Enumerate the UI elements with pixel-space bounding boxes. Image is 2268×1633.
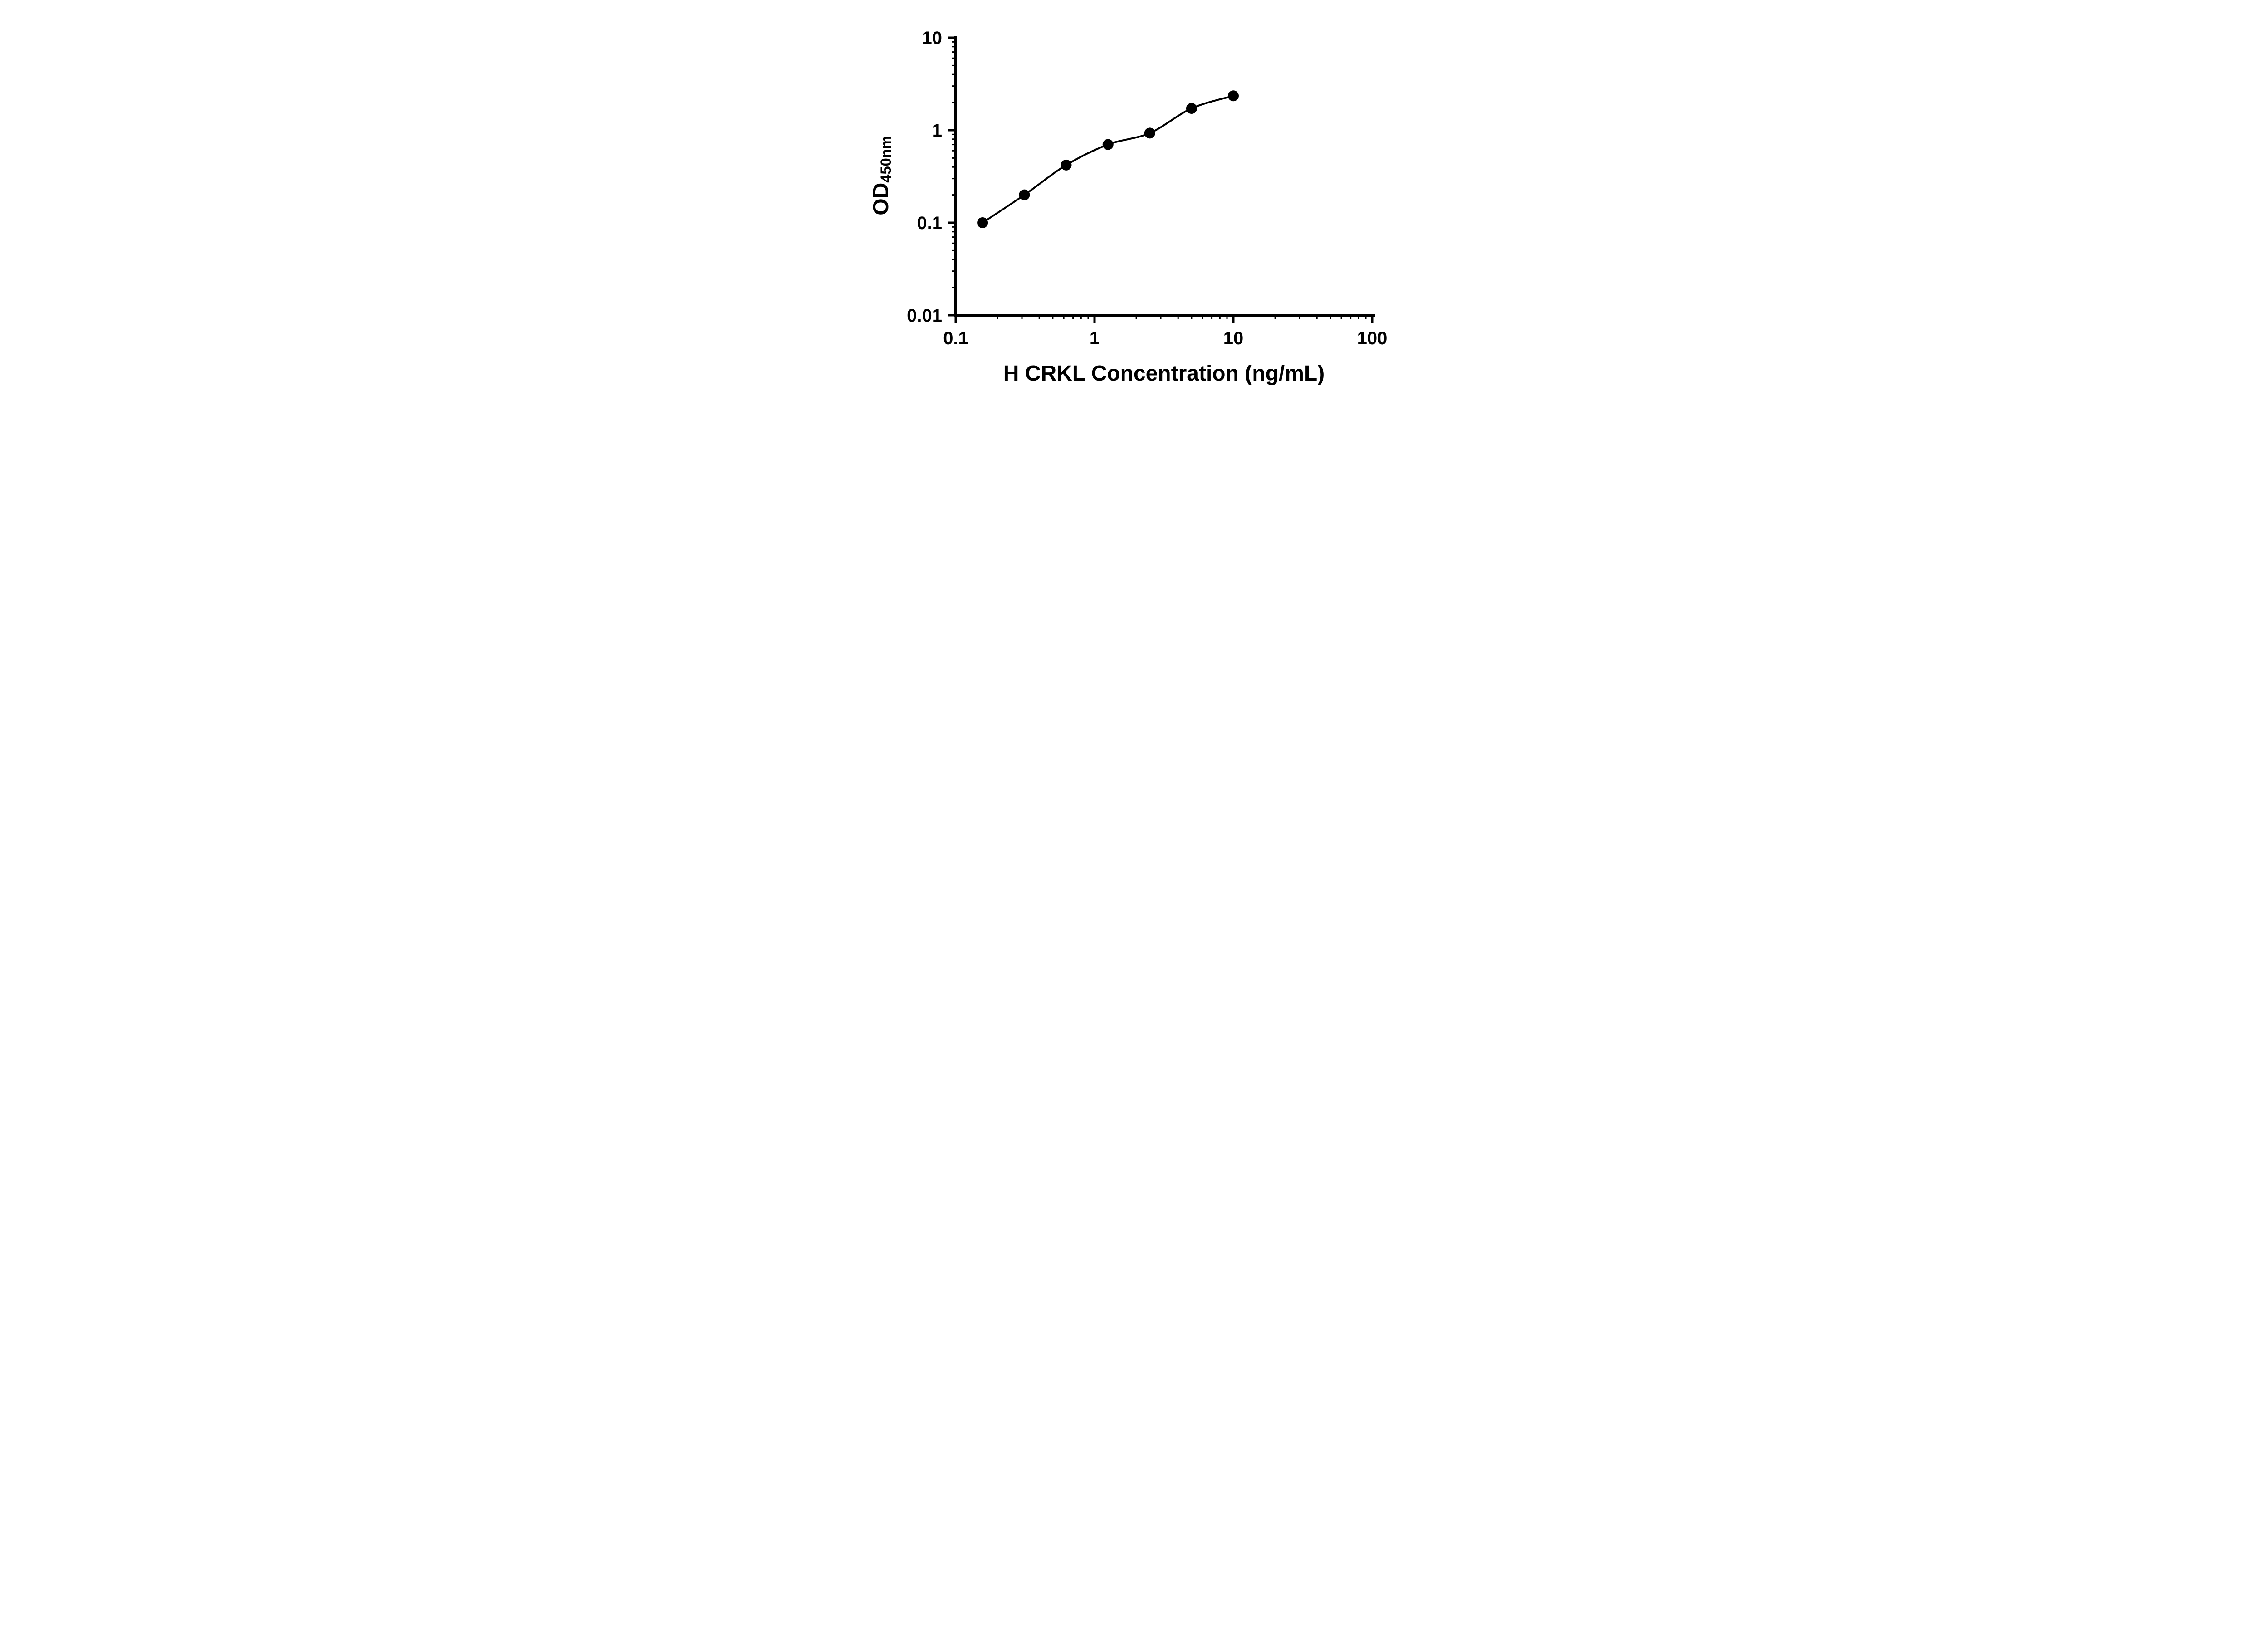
x-tick-labels: 0.1 1 10 100 [943,328,1387,348]
y-tick-label: 0.1 [917,213,942,233]
data-point-marker [1019,189,1030,200]
data-point-marker [1144,127,1155,139]
x-tick-label: 100 [1357,328,1388,348]
y-tick-label: 0.01 [907,306,942,326]
major-ticks [948,36,1374,323]
y-tick-label: 1 [932,121,942,141]
fit-curve [982,95,1234,224]
x-tick-label: 10 [1223,328,1244,348]
y-tick-labels: 0.01 0.1 1 10 [907,28,942,326]
data-points [977,90,1239,228]
y-axis-title-subscript: 450nm [877,136,894,183]
y-tick-label: 10 [922,28,943,48]
minor-ticks [952,41,1367,319]
x-tick-label: 1 [1090,328,1100,348]
x-axis-title: H CRKL Concentration (ng/mL) [1003,362,1325,386]
elisa-standard-curve-figure: 0.1 1 10 100 0.01 0.1 1 10 OD450nm H CRKL Conce… [842,0,1426,408]
data-point-marker [1061,159,1072,171]
data-point-marker [1228,90,1239,102]
x-tick-label: 0.1 [943,328,968,348]
data-point-marker [1186,103,1197,114]
y-axis-title-main: OD [869,182,893,215]
axes [954,36,1375,317]
y-axis-title: OD450nm [869,136,894,215]
data-point-marker [977,217,988,228]
data-point-marker [1102,139,1114,150]
